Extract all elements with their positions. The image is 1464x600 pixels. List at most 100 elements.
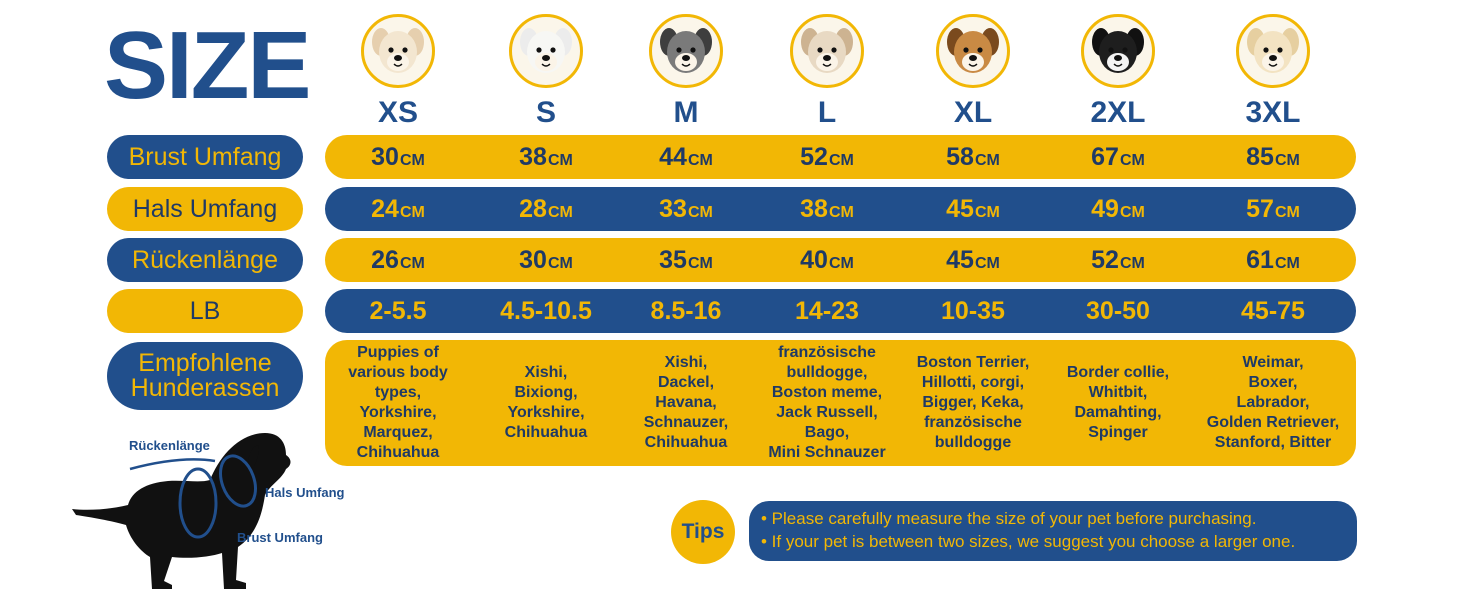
beagle-icon <box>936 14 1010 88</box>
hals-cell: 49CM <box>1048 187 1188 231</box>
size-label-2xl: 2XL <box>1090 96 1146 129</box>
breed-line: Bigger, Keka, <box>922 394 1024 411</box>
cell-value: 61 <box>1246 246 1274 274</box>
lb-cell: 4.5-10.5 <box>476 289 616 333</box>
breed-line: Xishi, <box>664 354 708 371</box>
size-label-m: M <box>673 96 699 129</box>
dog-measurement-diagram <box>72 433 291 589</box>
size-label-l: L <box>817 96 837 129</box>
back-length-line <box>129 458 216 471</box>
hals-cell: 28CM <box>476 187 616 231</box>
cell-unit: CM <box>547 204 573 221</box>
cell-unit: CM <box>974 152 1000 169</box>
breed-line: Spinger <box>1088 424 1148 441</box>
westie-icon <box>509 14 583 88</box>
cell-unit: CM <box>1119 204 1145 221</box>
lb-cell: 8.5-16 <box>616 289 756 333</box>
row-label-lb: LB <box>107 289 303 333</box>
cell-value: 45-75 <box>1241 297 1305 325</box>
neck-girth-ring <box>219 454 257 508</box>
cell-value: 14-23 <box>795 297 859 325</box>
breed-cell: französische bulldogge, Boston meme, Jack R… <box>757 340 897 466</box>
brust-cell: 30CM <box>328 135 468 179</box>
diagram-label-hals-umfang: Hals Umfang <box>265 485 345 500</box>
breed-line: bulldogge, <box>786 364 868 381</box>
page-title: SIZE <box>104 12 311 119</box>
size-label-s: S <box>535 96 556 129</box>
size-label-xs: XS <box>377 96 419 129</box>
cell-unit: CM <box>1274 152 1300 169</box>
cell-unit: CM <box>547 152 573 169</box>
cell-unit: CM <box>828 152 854 169</box>
breed-line: Schnauzer, <box>643 414 729 431</box>
breed-line: Boxer, <box>1248 374 1298 391</box>
cell-value: 30 <box>519 246 547 274</box>
breed-line: Chihuahua <box>356 444 440 461</box>
hals-cell: 38CM <box>757 187 897 231</box>
brust-cell: 52CM <box>757 135 897 179</box>
cell-value: 45 <box>946 246 974 274</box>
cell-value: 38 <box>519 143 547 171</box>
breed-line: Stanford, Bitter <box>1214 434 1332 451</box>
tips-box: • Please carefully measure the size of y… <box>749 501 1357 561</box>
tips-badge: Tips <box>671 500 735 564</box>
cell-value: 44 <box>659 143 687 171</box>
row-label-hals-umfang: Hals Umfang <box>107 187 303 231</box>
cell-unit: CM <box>687 255 713 272</box>
row-label-rueckenlaenge: Rückenlänge <box>107 238 303 282</box>
breeds-row <box>325 340 1356 466</box>
ruecken-cell: 30CM <box>476 238 616 282</box>
brust-cell: 85CM <box>1203 135 1343 179</box>
hals-cell: 57CM <box>1203 187 1343 231</box>
schnauzer-icon <box>649 14 723 88</box>
ruecken-cell: 52CM <box>1048 238 1188 282</box>
cell-value: 28 <box>519 195 547 223</box>
ruecken-cell: 45CM <box>903 238 1043 282</box>
row-label-brust-umfang: Brust Umfang <box>107 135 303 179</box>
cell-value: 33 <box>659 195 687 223</box>
brust-cell: 58CM <box>903 135 1043 179</box>
cell-value: 52 <box>1091 246 1119 274</box>
breed-line: französische <box>924 414 1022 431</box>
breed-label-line1: Empfohlene <box>138 349 272 377</box>
breed-line: Puppies of <box>357 344 439 361</box>
border-collie-icon <box>1081 14 1155 88</box>
breed-line: bulldogge <box>934 434 1012 451</box>
cell-unit: CM <box>399 204 425 221</box>
cell-value: 26 <box>371 246 399 274</box>
cell-unit: CM <box>974 204 1000 221</box>
cell-unit: CM <box>828 204 854 221</box>
row-label-empfohlene-hunderassen: Empfohlene Hunderassen <box>107 342 303 410</box>
rueckenlaenge-row <box>325 238 1356 282</box>
cell-value: 45 <box>946 195 974 223</box>
ruecken-cell: 26CM <box>328 238 468 282</box>
breed-line: Golden Retriever, <box>1206 414 1340 431</box>
cell-value: 67 <box>1091 143 1119 171</box>
breed-line: Weimar, <box>1242 354 1304 371</box>
breed-line: types, <box>374 384 422 401</box>
breed-line: französische <box>778 344 876 361</box>
breed-line: Damahting, <box>1074 404 1162 421</box>
cell-value: 4.5-10.5 <box>500 297 592 325</box>
hals-cell: 33CM <box>616 187 756 231</box>
breed-line: Mini Schnauzer <box>768 444 886 461</box>
hals-cell: 45CM <box>903 187 1043 231</box>
brust-cell: 44CM <box>616 135 756 179</box>
chest-girth-ring <box>178 467 218 539</box>
cell-unit: CM <box>828 255 854 272</box>
lb-cell: 45-75 <box>1203 289 1343 333</box>
cell-value: 85 <box>1246 143 1274 171</box>
breed-line: Yorkshire, <box>507 404 585 421</box>
cell-value: 8.5-16 <box>650 297 722 325</box>
breed-cell: Boston Terrier, Hillotti, corgi, Bigger, K… <box>903 340 1043 466</box>
cell-value: 38 <box>800 195 828 223</box>
breed-line: various body <box>348 364 448 381</box>
lb-cell: 14-23 <box>757 289 897 333</box>
breed-line: Bago, <box>804 424 850 441</box>
cell-unit: CM <box>399 255 425 272</box>
lb-row <box>325 289 1356 333</box>
french-bulldog-icon <box>790 14 864 88</box>
hals-umfang-row <box>325 187 1356 231</box>
breed-line: Boston Terrier, <box>916 354 1030 371</box>
breed-cell: Xishi, Dackel, Havana, Schnauzer, Chihuahua <box>616 340 756 466</box>
